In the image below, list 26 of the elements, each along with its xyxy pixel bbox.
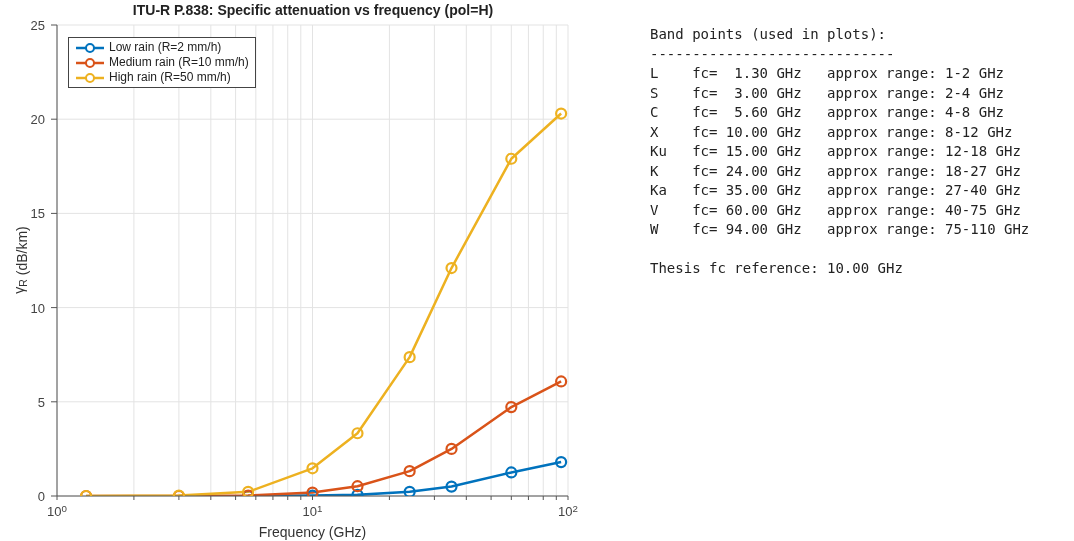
y-tick-label: 20	[30, 112, 45, 128]
x-axis-title: Frequency (GHz)	[258, 524, 367, 540]
text: S fc= 3.00 GHz approx range: 2-4 GHz	[650, 83, 1005, 103]
x-tick-label: 10$^{2}$	[558, 503, 578, 519]
y-tick-label: 10	[30, 300, 45, 316]
y-tick-label: 15	[30, 206, 45, 222]
text: W fc= 94.00 GHz approx range: 75-110 GHz	[650, 220, 1030, 239]
text: Ku fc= 15.00 GHz approx range: 12-18 GHz	[650, 142, 1022, 161]
x-tick-label: 10$^{0}$	[47, 503, 68, 519]
text: Band points (used in plots):	[650, 25, 887, 44]
text: Ka fc= 35.00 GHz approx range: 27-40 GHz	[650, 181, 1022, 200]
y-tick-label: 0	[37, 489, 45, 504]
text: X fc= 10.00 GHz approx range: 8-12 GHz	[650, 122, 1014, 142]
text: V fc= 60.00 GHz approx range: 40-75 GHz	[650, 200, 1022, 220]
legend-label: Medium rain (R=10 mm/h)	[109, 55, 249, 70]
chart-title: ITU-R P.838: Specific attenuation vs frequency (pol=H)	[131, 2, 495, 18]
text: -----------------------------	[650, 44, 896, 64]
text: L fc= 1.30 GHz approx range: 1-2 GHz	[650, 64, 1005, 83]
y-tick-label: 25	[30, 18, 45, 33]
text: C fc= 5.60 GHz approx range: 4-8 GHz	[650, 103, 1005, 122]
x-tick-label: 10$^{1}$	[302, 503, 323, 519]
text: K fc= 24.00 GHz approx range: 18-27 GHz	[650, 161, 1022, 181]
y-tick-label: 5	[37, 394, 45, 410]
legend-label: Low rain (R=2 mm/h)	[109, 40, 222, 55]
legend-label: High rain (R=50 mm/h)	[109, 70, 231, 85]
text: Thesis fc reference: 10.00 GHz	[650, 259, 904, 278]
